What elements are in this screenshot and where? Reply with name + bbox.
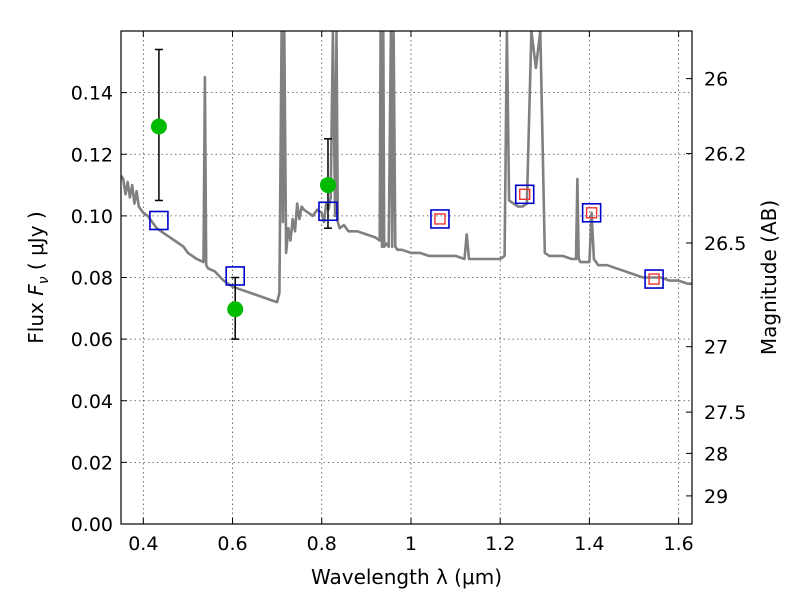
y-tick-label: 0.02 <box>71 452 113 474</box>
y-axis-title-text: Flux Fν ( μJy ) <box>24 211 52 343</box>
right-axis-title: Magnitude (AB) <box>757 200 781 355</box>
spectrum-line <box>121 31 692 304</box>
mag-tick-label: 27 <box>704 337 728 359</box>
mag-tick-label: 27.5 <box>704 402 746 424</box>
y-tick-label: 0.08 <box>71 268 113 290</box>
model-square-marker <box>644 269 664 289</box>
spectrum-layer <box>121 31 692 304</box>
y-tick-label: 0.00 <box>71 514 113 536</box>
model-square-marker <box>514 184 535 205</box>
model-red-marker <box>434 213 446 225</box>
model-square-marker <box>149 210 169 231</box>
model-square-marker <box>225 266 245 286</box>
mag-tick-label: 26 <box>704 69 728 91</box>
y-axis-title: Flux Fν ( μJy ) <box>24 211 52 343</box>
x-tick-label: 1.4 <box>574 533 604 555</box>
y-tick-label: 0.06 <box>71 329 113 351</box>
x-axis-title: Wavelength λ (μm) <box>311 565 502 589</box>
model-square-marker <box>318 201 338 222</box>
model-red-marker <box>585 207 598 219</box>
observed-point <box>227 301 244 318</box>
mag-tick-label: 29 <box>704 486 728 508</box>
observed-point <box>319 177 336 194</box>
mag-tick-label: 26.5 <box>704 233 746 255</box>
x-tick-label: 1 <box>405 533 417 555</box>
y-tick-label: 0.10 <box>71 206 113 228</box>
x-tick-label: 1.6 <box>664 533 694 555</box>
mag-tick-label: 28 <box>704 443 728 465</box>
axis-ticks <box>121 31 692 525</box>
observed-point <box>150 118 167 135</box>
x-tick-label: 0.8 <box>307 533 337 555</box>
model-red-marker <box>519 188 531 201</box>
x-tick-label: 0.4 <box>128 533 158 555</box>
marker-layer <box>149 118 664 318</box>
mag-tick-label: 26.2 <box>704 144 746 166</box>
y-tick-label: 0.04 <box>71 391 113 413</box>
x-tick-label: 0.6 <box>217 533 247 555</box>
x-tick-label: 1.2 <box>485 533 515 555</box>
y-tick-label: 0.12 <box>71 144 113 166</box>
grid-lines <box>121 31 692 525</box>
model-square-marker <box>581 202 602 223</box>
model-square-marker <box>430 209 450 229</box>
model-red-marker <box>648 273 660 285</box>
y-tick-label: 0.14 <box>71 83 113 105</box>
